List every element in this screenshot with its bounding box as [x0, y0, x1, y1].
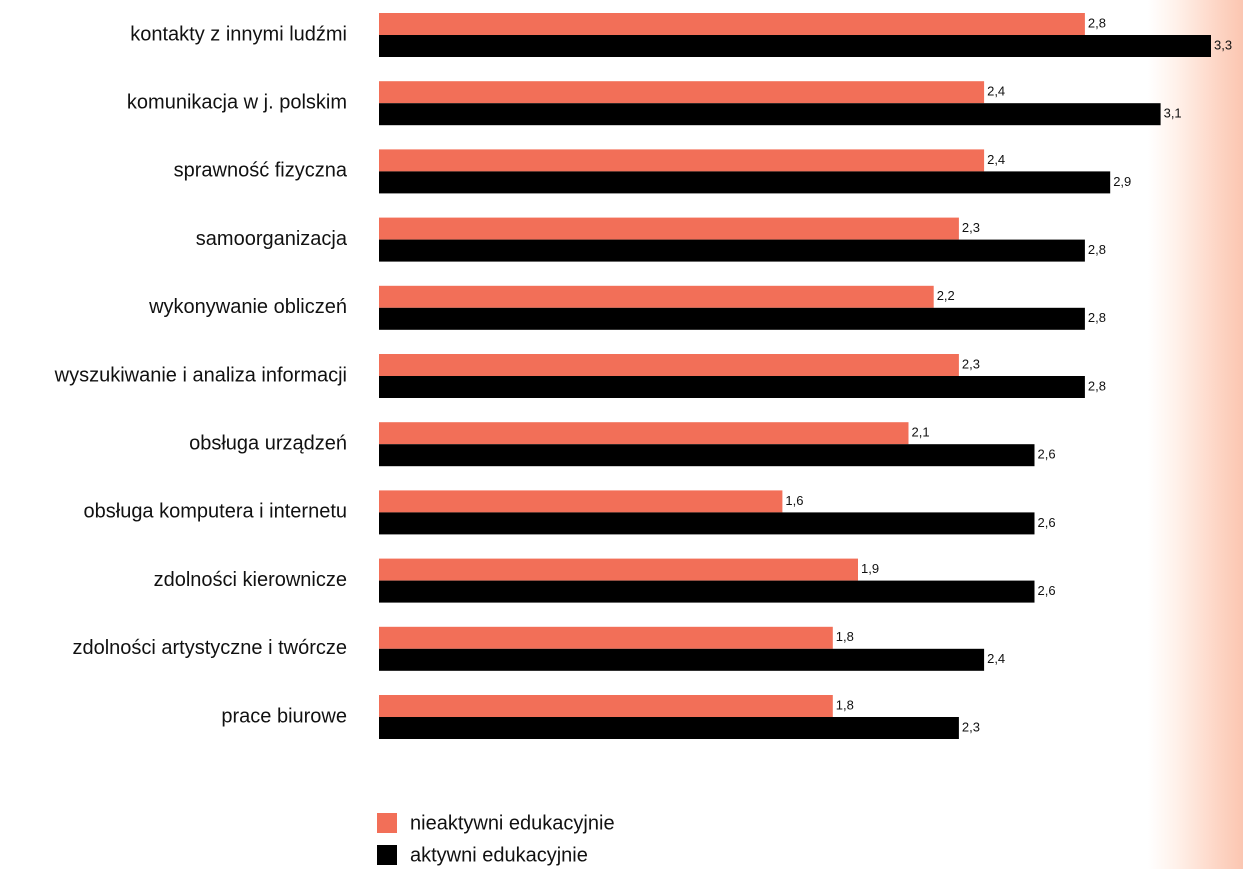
bar-nieaktywni	[379, 285, 934, 308]
decorative-side-band	[1148, 0, 1243, 869]
bar-nieaktywni	[379, 490, 783, 513]
category-label: obsługa urządzeń	[189, 432, 347, 454]
bar-aktywni	[379, 35, 1211, 57]
value-label: 2,1	[912, 425, 930, 440]
value-label: 2,8	[1088, 310, 1106, 325]
bar-nieaktywni	[379, 13, 1085, 35]
bar-aktywni	[379, 103, 1161, 126]
value-label: 2,4	[987, 84, 1005, 99]
category-label: prace biurowe	[221, 705, 347, 727]
bar-nieaktywni	[379, 149, 985, 172]
category-label: zdolności artystyczne i twórcze	[72, 637, 347, 659]
value-label: 3,1	[1164, 106, 1182, 121]
value-label: 2,3	[962, 356, 980, 371]
value-label: 2,6	[1038, 515, 1056, 530]
legend-swatch	[377, 845, 397, 865]
category-label: sprawność fizyczna	[174, 160, 348, 182]
value-label: 2,3	[962, 220, 980, 235]
value-label: 3,3	[1214, 37, 1232, 52]
value-label: 2,4	[987, 152, 1005, 167]
bar-nieaktywni	[379, 422, 909, 445]
bar-aktywni	[379, 444, 1035, 467]
value-label: 2,8	[1088, 378, 1106, 393]
value-label: 1,8	[836, 697, 854, 712]
bar-aktywni	[379, 171, 1111, 194]
value-label: 2,9	[1113, 174, 1131, 189]
value-label: 1,9	[861, 561, 879, 576]
category-label: wykonywanie obliczeń	[148, 296, 347, 318]
value-label: 2,4	[987, 651, 1005, 666]
category-label: wyszukiwanie i analiza informacji	[54, 364, 347, 386]
bar-aktywni	[379, 307, 1085, 330]
category-label: kontakty z innymi ludźmi	[130, 23, 347, 45]
legend-swatch	[377, 813, 397, 833]
bar-nieaktywni	[379, 626, 833, 649]
bar-nieaktywni	[379, 81, 985, 104]
legend-label: nieaktywni edukacyjnie	[410, 812, 615, 834]
bar-nieaktywni	[379, 354, 959, 376]
bar-aktywni	[379, 376, 1085, 398]
bar-aktywni	[379, 512, 1035, 535]
value-label: 2,3	[962, 719, 980, 734]
bar-nieaktywni	[379, 558, 858, 581]
bar-aktywni	[379, 580, 1035, 603]
value-label: 2,6	[1038, 583, 1056, 598]
labels-layer: kontakty z innymi ludźmi 2,8 3,3 komunikacj…	[54, 15, 1232, 734]
value-label: 2,8	[1088, 15, 1106, 30]
bars-layer	[379, 13, 1211, 739]
bar-aktywni	[379, 239, 1085, 262]
bar-aktywni	[379, 648, 985, 671]
value-label: 2,6	[1038, 447, 1056, 462]
legend: nieaktywni edukacyjnie aktywni edukacyjni…	[377, 812, 615, 866]
value-label: 1,6	[785, 493, 803, 508]
legend-label: aktywni edukacyjnie	[410, 844, 588, 866]
bar-aktywni	[379, 717, 959, 739]
value-label: 2,8	[1088, 242, 1106, 257]
category-label: komunikacja w j. polskim	[127, 91, 347, 113]
value-label: 2,2	[937, 288, 955, 303]
value-label: 1,8	[836, 629, 854, 644]
bar-nieaktywni	[379, 695, 833, 717]
category-label: zdolności kierownicze	[154, 569, 347, 591]
bar-nieaktywni	[379, 217, 959, 240]
category-label: obsługa komputera i internetu	[84, 501, 348, 523]
category-label: samoorganizacja	[196, 228, 348, 250]
